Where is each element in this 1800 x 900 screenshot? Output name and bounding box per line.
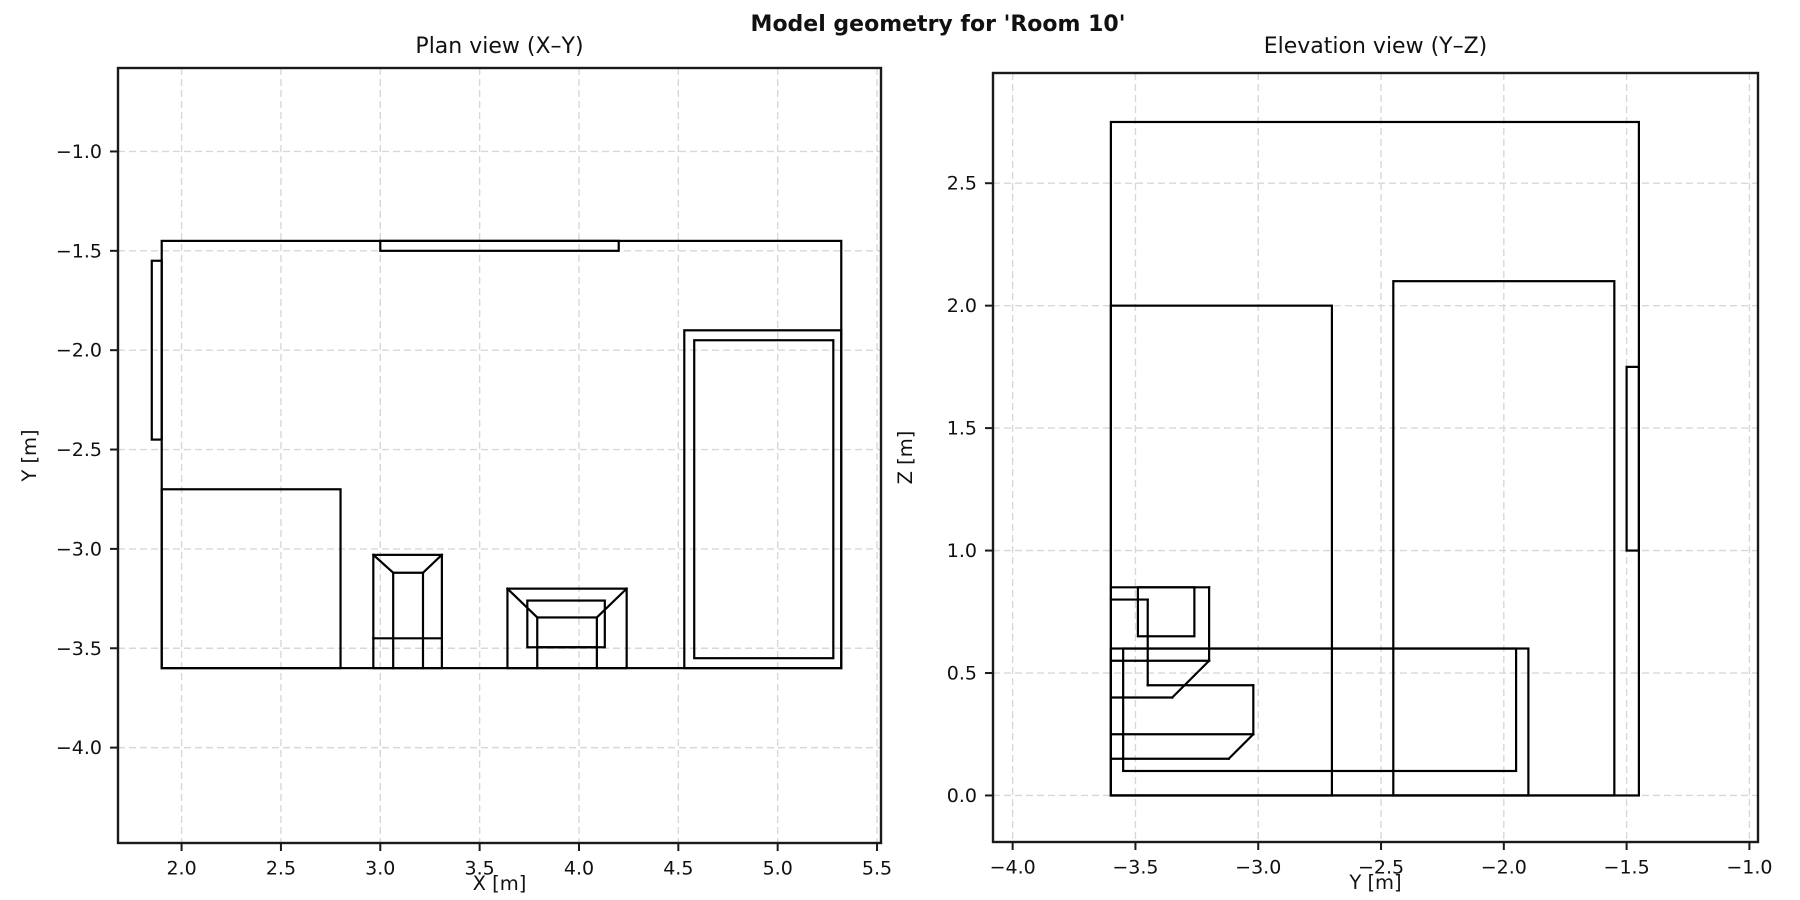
geometry-segment [371, 553, 395, 575]
elevation-view-window-right-wall [1625, 365, 1640, 552]
elevation-view-x-tick-label: −2.5 [1358, 857, 1404, 879]
geometry-segment [1227, 732, 1255, 761]
elevation-view-y-tick-label: 2.0 [947, 295, 977, 317]
plan-view-grid [118, 68, 881, 843]
plan-view-x-tick-label: 4.0 [564, 858, 594, 880]
plan-view-y-tick-label: −4.0 [56, 737, 102, 759]
elevation-view-x-tick-label: −2.0 [1481, 857, 1527, 879]
plan-view-xlabel: X [m] [473, 872, 527, 895]
plan-view-wardrobe [160, 488, 342, 670]
geometry-rect [1625, 365, 1640, 552]
plan-view-geometry [150, 239, 843, 670]
plan-view-y-tick-label: −1.5 [56, 240, 102, 262]
elevation-view-bed-mattress [1122, 647, 1518, 773]
plan-view-stool [371, 553, 444, 670]
geometry-rect [372, 553, 443, 670]
plan-view-x-tick-label: 3.0 [365, 858, 395, 880]
plan-view-plot-background [118, 68, 881, 843]
plan-view-x-tick-label: 2.5 [266, 858, 296, 880]
plan-view-ylabel: Y [m] [18, 429, 41, 482]
geometry-rect [506, 587, 628, 670]
geometry-rect [150, 259, 163, 441]
elevation-view-plot-background [993, 73, 1758, 842]
elevation-view-x-tick-label: −4.0 [990, 857, 1036, 879]
plan-view-y-tick-label: −2.5 [56, 439, 102, 461]
elevation-view-x-tick-label: −1.0 [1726, 857, 1772, 879]
elevation-view-y-tick-label: 0.5 [947, 663, 977, 685]
plan-view-x-tick-label: 5.5 [862, 858, 892, 880]
plan-view-y-tick-label: −1.0 [56, 141, 102, 163]
elevation-view-spines [991, 71, 1760, 844]
geometry-segment [1170, 659, 1211, 700]
plan-view-spines [116, 66, 883, 845]
elevation-view-y-tick-label: 0.0 [947, 785, 977, 807]
elevation-view-x-tick-label: −1.5 [1604, 857, 1650, 879]
elevation-view-title: Elevation view (Y–Z) [1264, 34, 1488, 59]
plan-view-axes: 2.0 2.5 3.0 3.5 4.0 4.5 5.0 5.5 −1.0 −1.5 −2.0 −2.5… [18, 34, 892, 895]
geometry-rect [160, 488, 342, 670]
elevation-view-y-tick-label: 1.0 [947, 540, 977, 562]
plan-view-y-tick-label: −3.0 [56, 538, 102, 560]
geometry-segment [505, 587, 539, 620]
plan-view-ticks: 2.0 2.5 3.0 3.5 4.0 4.5 5.0 5.5 −1.0 −1.5 −2.0 −2.5… [56, 141, 892, 880]
geometry-rect [1122, 647, 1518, 773]
plan-view-door-left-wall [150, 259, 163, 441]
elevation-view-seating-wireframe [1109, 586, 1255, 761]
elevation-view-x-tick-label: −3.0 [1235, 857, 1281, 879]
elevation-view-xlabel: Y [m] [1348, 871, 1401, 894]
plan-view-x-tick-label: 4.5 [663, 858, 693, 880]
figure-suptitle: Model geometry for 'Room 10' [750, 12, 1126, 37]
elevation-view-y-tick-label: 2.5 [947, 173, 977, 195]
plan-view-bed-mattress [693, 339, 835, 660]
elevation-view-axes: −4.0 −3.5 −3.0 −2.5 −2.0 −1.5 −1.0 0.0 0.5 1.0 1.5… [894, 34, 1772, 894]
plan-view-bed-frame [683, 329, 843, 670]
plan-view-title: Plan view (X–Y) [415, 34, 583, 59]
plan-view-armchair [505, 587, 629, 670]
plan-view-y-tick-label: −3.5 [56, 638, 102, 660]
geometry-rect [683, 329, 843, 670]
geometry-rect [693, 339, 835, 660]
geometry-segment [595, 587, 629, 620]
geometry-rect [536, 616, 598, 649]
geometry-segment [421, 553, 444, 575]
elevation-view-geometry [1109, 120, 1640, 797]
plan-view-x-tick-label: 2.0 [166, 858, 196, 880]
geometry-rect [379, 239, 620, 252]
elevation-view-x-tick-label: −3.5 [1112, 857, 1158, 879]
elevation-view-y-tick-label: 1.5 [947, 418, 977, 440]
plan-view-window-top-wall [379, 239, 620, 252]
elevation-view-ylabel: Z [m] [894, 431, 917, 485]
plan-view-y-tick-label: −2.0 [56, 340, 102, 362]
elevation-view-ticks: −4.0 −3.5 −3.0 −2.5 −2.0 −1.5 −1.0 0.0 0.5 1.0 1.5… [947, 173, 1773, 879]
plan-view-x-tick-label: 3.5 [465, 858, 495, 880]
plan-view-x-tick-label: 5.0 [763, 858, 793, 880]
